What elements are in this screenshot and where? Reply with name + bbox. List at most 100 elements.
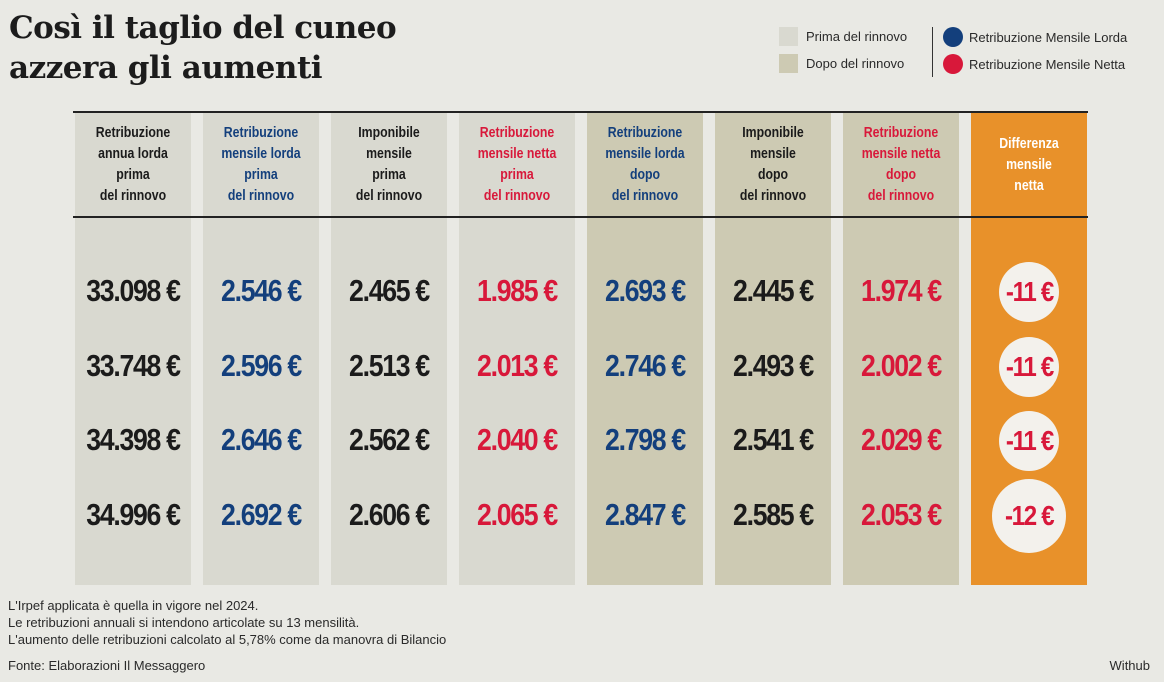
column-header-line: mensile [1006, 156, 1052, 173]
cell-value: 2.493 € [733, 348, 814, 383]
difference-value: -11 € [1005, 276, 1053, 307]
table-top-rule [73, 111, 1088, 113]
column-8: Differenza mensile netta -11 € -11 € -11 € -12… [971, 113, 1087, 585]
legend-lorda-label: Retribuzione Mensile Lorda [969, 29, 1128, 45]
column-header-line: prima [500, 166, 534, 183]
cell-value: 2.002 € [861, 348, 942, 383]
column-header-line: mensile netta [477, 145, 557, 162]
column-header-line: Differenza [999, 135, 1059, 152]
legend-dopo-swatch [779, 54, 798, 73]
column-5: Retribuzione mensile lorda dopo del rinnovo… [587, 113, 703, 585]
column-header: Retribuzione mensile netta prima del rinnov… [469, 122, 564, 206]
column-header-line: prima [116, 166, 150, 183]
difference-value: -11 € [1005, 351, 1053, 382]
column-header-line: mensile [366, 145, 412, 162]
cell-value: 2.693 € [605, 273, 686, 308]
legend-netta: Retribuzione Mensile Netta [943, 54, 1125, 74]
column-header-line: del rinnovo [867, 187, 935, 204]
legend-dopo-label: Dopo del rinnovo [806, 56, 905, 71]
column-header-line: del rinnovo [355, 187, 423, 204]
column-header-line: netta [1014, 177, 1044, 194]
column-header-line: mensile netta [861, 145, 941, 162]
column-header: Retribuzione mensile lorda prima del rinnov… [213, 122, 308, 206]
legend-prima: Prima del rinnovo [779, 27, 907, 46]
column-header-line: dopo [885, 166, 917, 183]
column-header-line: del rinnovo [739, 187, 807, 204]
cell-value: 1.974 € [861, 273, 942, 308]
difference-badge: -12 € [992, 479, 1066, 553]
footnotes: L'Irpef applicata è quella in vigore nel… [8, 597, 446, 648]
cell-value: 1.985 € [477, 273, 558, 308]
cell-value: 2.692 € [221, 497, 302, 532]
legend-netta-dot [943, 54, 963, 74]
column-header-line: annua lorda [98, 145, 168, 162]
title-line-2: azzera gli aumenti [9, 50, 323, 86]
legend-prima-swatch [779, 27, 798, 46]
legend-netta-label: Retribuzione Mensile Netta [969, 56, 1126, 72]
column-4: Retribuzione mensile netta prima del rinnov… [459, 113, 575, 585]
cell-value: 2.445 € [733, 273, 814, 308]
column-header-line: del rinnovo [611, 187, 679, 204]
cell-value: 2.546 € [221, 273, 302, 308]
column-header-line: dopo [757, 166, 789, 183]
footnote-3: L'aumento delle retribuzioni calcolato a… [8, 632, 447, 647]
cell-value: 2.513 € [349, 348, 430, 383]
column-header: Differenza mensile netta [981, 133, 1076, 196]
cell-value: 2.013 € [477, 348, 558, 383]
difference-value: -11 € [1005, 425, 1053, 456]
difference-badge: -11 € [999, 337, 1059, 397]
column-2: Retribuzione mensile lorda prima del rinnov… [203, 113, 319, 585]
legend-prima-label: Prima del rinnovo [806, 29, 908, 44]
column-header-line: Retribuzione [223, 124, 299, 141]
column-header-line: prima [372, 166, 406, 183]
column-header-line: prima [244, 166, 278, 183]
footnote-2: Le retribuzioni annuali si intendono art… [8, 615, 360, 630]
column-header-line: Imponibile [742, 124, 804, 141]
cell-value: 2.053 € [861, 497, 942, 532]
credit: Withub [1109, 658, 1150, 673]
column-1: Retribuzione annua lorda prima del rinnovo 3… [75, 113, 191, 585]
column-header-line: del rinnovo [227, 187, 295, 204]
cell-value: 2.040 € [477, 422, 558, 457]
cell-value: 2.746 € [605, 348, 686, 383]
title-line-1: Così il taglio del cuneo [9, 10, 397, 46]
source-note: Fonte: Elaborazioni Il Messaggero [8, 658, 206, 673]
cell-value: 2.606 € [349, 497, 430, 532]
column-7: Retribuzione mensile netta dopo del rinnovo… [843, 113, 959, 585]
column-header: Retribuzione annua lorda prima del rinnovo [85, 122, 180, 206]
column-6: Imponibile mensile dopo del rinnovo 2.445 € 2… [715, 113, 831, 585]
column-header: Imponibile mensile prima del rinnovo [341, 122, 436, 206]
column-header: Imponibile mensile dopo del rinnovo [725, 122, 820, 206]
cell-value: 34.996 € [86, 497, 181, 532]
column-header-line: del rinnovo [99, 187, 167, 204]
cell-value: 2.562 € [349, 422, 430, 457]
column-header-line: Imponibile [358, 124, 420, 141]
legend-divider [932, 27, 933, 77]
column-header-line: mensile lorda [605, 145, 685, 162]
cell-value: 2.847 € [605, 497, 686, 532]
difference-badge: -11 € [999, 411, 1059, 471]
difference-value: -12 € [1004, 500, 1055, 531]
legend-lorda-dot [943, 27, 963, 47]
column-header-line: Retribuzione [607, 124, 683, 141]
cell-value: 2.585 € [733, 497, 814, 532]
cell-value: 2.465 € [349, 273, 430, 308]
column-header: Retribuzione mensile netta dopo del rinnovo [853, 122, 948, 206]
cell-value: 2.646 € [221, 422, 302, 457]
cell-value: 2.596 € [221, 348, 302, 383]
footnote-1: L'Irpef applicata è quella in vigore nel… [8, 598, 259, 613]
column-header-line: mensile [750, 145, 796, 162]
cell-value: 2.029 € [861, 422, 942, 457]
legend-lorda: Retribuzione Mensile Lorda [943, 27, 1127, 47]
chart-title: Così il taglio del cuneo azzera gli aume… [9, 8, 397, 88]
column-header-line: del rinnovo [483, 187, 551, 204]
column-header-line: Retribuzione [95, 124, 171, 141]
cell-value: 33.748 € [86, 348, 181, 383]
cell-value: 34.398 € [86, 422, 181, 457]
column-header-line: Retribuzione [863, 124, 939, 141]
column-3: Imponibile mensile prima del rinnovo 2.465 €… [331, 113, 447, 585]
table-header-rule [73, 216, 1088, 218]
cell-value: 33.098 € [86, 273, 181, 308]
column-header: Retribuzione mensile lorda dopo del rinnovo [597, 122, 692, 206]
difference-badge: -11 € [999, 262, 1059, 322]
